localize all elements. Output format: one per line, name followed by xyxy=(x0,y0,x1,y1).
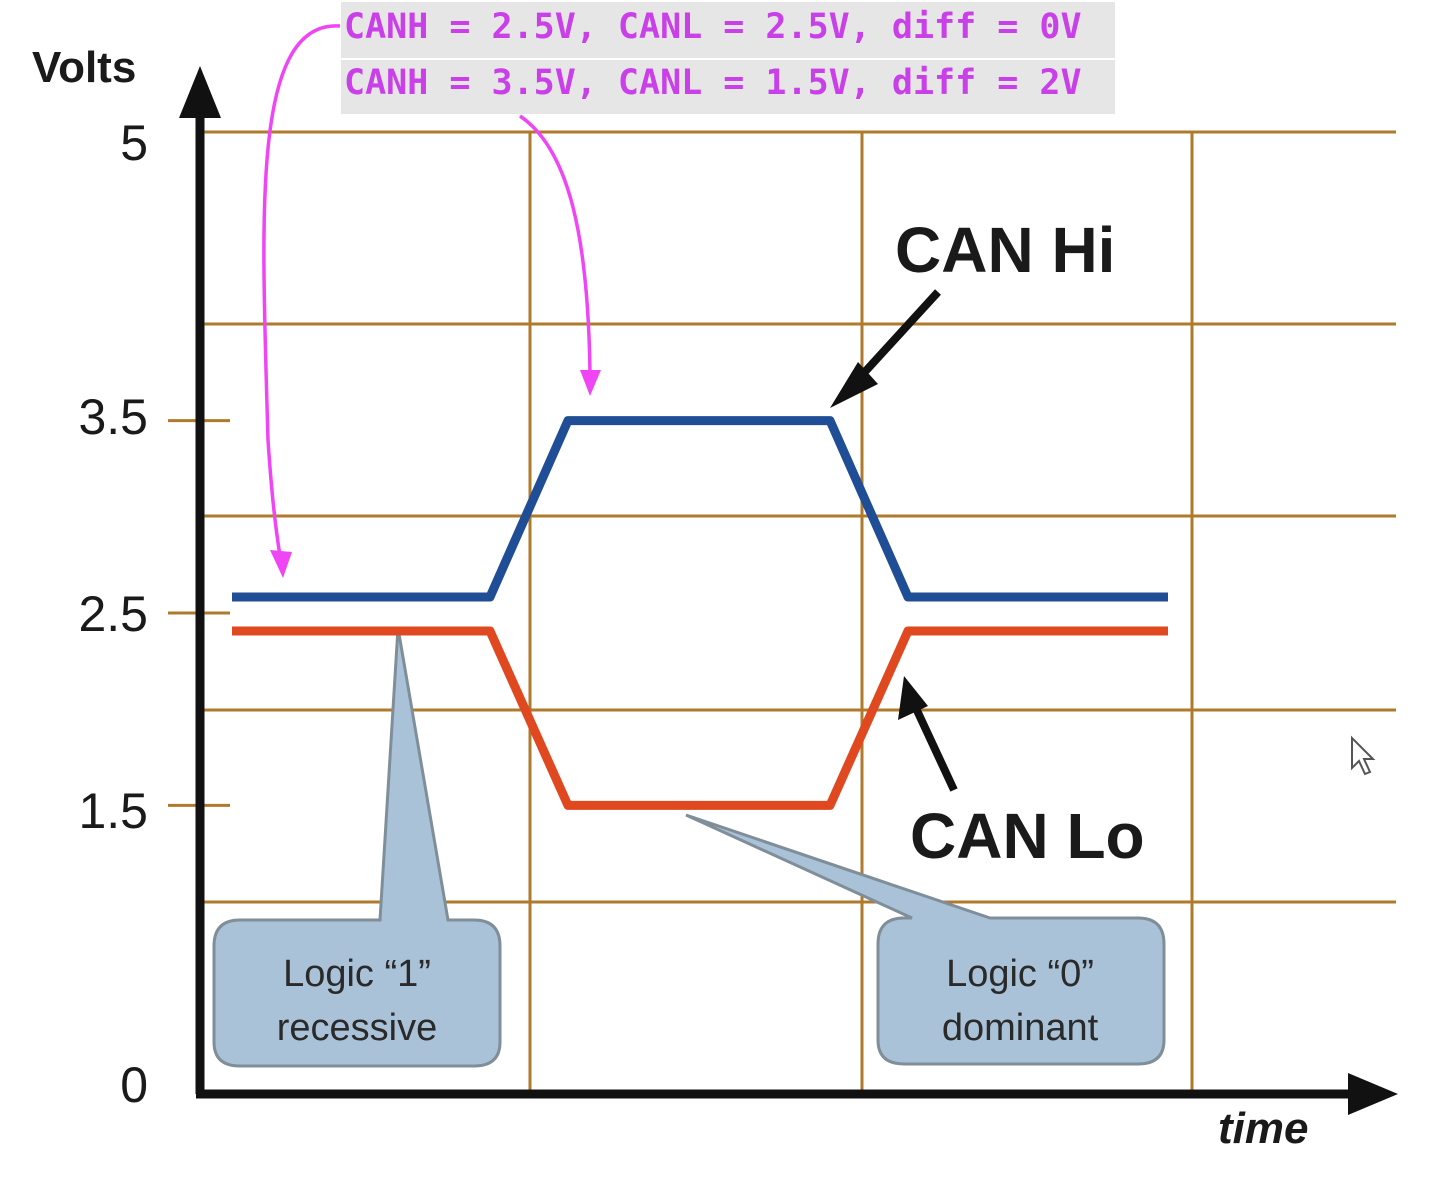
series-pointer-arrow xyxy=(849,289,941,389)
callout-line: Logic “1” xyxy=(283,953,431,995)
overlay-annotations: CANH = 2.5V, CANL = 2.5V, diff = 0V CANH… xyxy=(262,2,1115,578)
y-tick-label: 5 xyxy=(120,115,148,171)
y-tick-label: 2.5 xyxy=(78,586,148,642)
callout-bubble xyxy=(685,813,1166,1066)
y-axis-arrowhead xyxy=(179,66,221,118)
series-layer xyxy=(232,416,1168,810)
callout-logic-1: Logic “1” recessive xyxy=(212,627,502,1068)
series-line-can-hi xyxy=(232,416,1168,602)
annotation-arrowhead xyxy=(270,550,292,578)
series-pointer-arrowhead xyxy=(830,362,878,408)
series-label: CAN Hi xyxy=(895,214,1115,286)
annotation-arrow-recessive xyxy=(262,24,341,557)
annotation-line-2: CANH = 3.5V, CANL = 1.5V, diff = 2V xyxy=(344,63,1082,103)
series-label-can-hi: CAN Hi xyxy=(830,214,1115,408)
y-tick-label: 0 xyxy=(120,1057,148,1113)
y-axis-title: Volts xyxy=(32,43,136,92)
y-tick-labels: 5 3.5 2.5 1.5 0 xyxy=(78,115,148,1113)
y-tick-label: 1.5 xyxy=(78,783,148,839)
callout-line: recessive xyxy=(277,1007,438,1049)
callout-line: dominant xyxy=(942,1007,1099,1049)
callout-line: Logic “0” xyxy=(946,953,1094,995)
series-label-can-lo: CAN Lo xyxy=(898,676,1145,872)
x-axis-arrowhead xyxy=(1348,1073,1398,1115)
mouse-cursor-icon xyxy=(1351,735,1376,776)
series-line-can-lo xyxy=(232,626,1168,810)
series-pointer-arrow xyxy=(910,702,958,792)
y-tick-label: 3.5 xyxy=(78,389,148,445)
callout-bubble xyxy=(212,627,502,1068)
annotation-arrowhead xyxy=(580,370,601,396)
x-axis-title: time xyxy=(1218,1104,1308,1153)
annotation-line-1: CANH = 2.5V, CANL = 2.5V, diff = 0V xyxy=(344,7,1082,47)
series-pointer-arrowhead xyxy=(898,676,928,720)
callout-logic-0: Logic “0” dominant xyxy=(685,813,1166,1066)
annotation-highlight xyxy=(341,60,1115,114)
annotation-highlight xyxy=(341,2,1115,58)
axes xyxy=(179,66,1398,1115)
series-label: CAN Lo xyxy=(910,800,1145,872)
annotation-arrow-dominant xyxy=(519,114,592,373)
